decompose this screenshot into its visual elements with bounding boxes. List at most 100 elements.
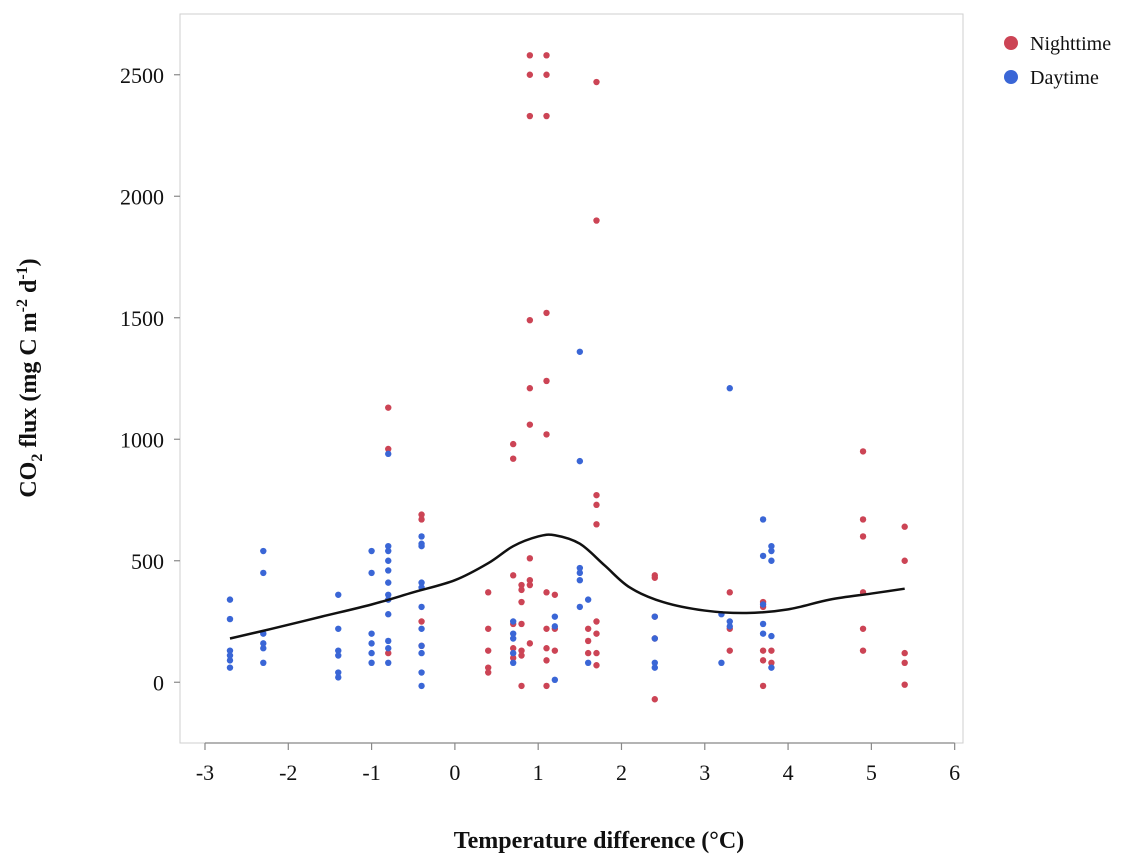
point-nighttime: [543, 309, 550, 317]
point-daytime: [759, 552, 767, 560]
legend-marker-nighttime: [1004, 36, 1018, 50]
point-nighttime: [593, 78, 600, 86]
point-daytime: [759, 601, 767, 608]
point-daytime: [418, 669, 425, 676]
point-daytime: [385, 450, 392, 458]
point-nighttime: [526, 421, 534, 428]
point-nighttime: [418, 618, 425, 625]
point-daytime: [226, 664, 234, 671]
point-daytime: [418, 625, 425, 632]
legend-label-daytime: Daytime: [1030, 67, 1099, 89]
point-nighttime: [584, 625, 592, 632]
point-nighttime: [526, 52, 534, 59]
point-daytime: [418, 642, 425, 649]
point-daytime: [260, 659, 267, 667]
point-nighttime: [651, 574, 658, 581]
point-daytime: [335, 652, 342, 659]
point-daytime: [551, 623, 559, 630]
point-daytime: [418, 649, 425, 657]
point-nighttime: [859, 625, 867, 632]
y-tick-label: 2500: [120, 63, 164, 88]
point-daytime: [385, 637, 392, 645]
point-daytime: [576, 457, 584, 465]
point-nighttime: [551, 647, 559, 654]
point-nighttime: [385, 445, 392, 453]
point-nighttime: [526, 581, 534, 589]
point-nighttime: [901, 557, 908, 564]
point-nighttime: [859, 448, 867, 455]
point-nighttime: [526, 385, 534, 392]
point-daytime: [335, 647, 342, 654]
x-tick-label: 3: [699, 760, 710, 785]
y-tick-label: 1000: [120, 427, 164, 452]
point-nighttime: [543, 71, 550, 78]
point-nighttime: [543, 377, 550, 385]
point-daytime: [509, 630, 517, 637]
point-daytime: [551, 613, 559, 620]
point-daytime: [335, 591, 342, 598]
point-nighttime: [518, 647, 525, 654]
point-nighttime: [543, 431, 550, 438]
point-nighttime: [593, 491, 600, 499]
point-nighttime: [768, 647, 775, 654]
point-nighttime: [543, 112, 550, 120]
point-daytime: [726, 623, 733, 630]
point-daytime: [385, 579, 392, 586]
point-nighttime: [526, 555, 534, 562]
point-nighttime: [726, 589, 733, 596]
x-tick-label: 1: [533, 760, 544, 785]
point-nighttime: [509, 455, 517, 462]
x-tick-label: 6: [949, 760, 960, 785]
point-nighttime: [584, 649, 592, 657]
point-nighttime: [901, 659, 908, 667]
legend-label-nighttime: Nighttime: [1030, 33, 1111, 55]
x-tick-label: -3: [196, 760, 214, 785]
point-nighttime: [518, 620, 525, 628]
point-nighttime: [543, 52, 550, 59]
point-daytime: [576, 348, 584, 355]
x-tick-label: 5: [866, 760, 877, 785]
point-daytime: [385, 645, 392, 652]
legend-marker-daytime: [1004, 70, 1018, 84]
point-daytime: [584, 596, 592, 603]
point-nighttime: [593, 521, 600, 528]
point-nighttime: [526, 316, 534, 324]
point-nighttime: [418, 516, 425, 523]
point-daytime: [226, 647, 234, 654]
point-daytime: [418, 579, 425, 586]
point-daytime: [509, 635, 517, 642]
point-nighttime: [584, 637, 592, 645]
point-daytime: [551, 676, 559, 684]
point-daytime: [651, 659, 658, 667]
point-nighttime: [509, 440, 517, 448]
point-daytime: [768, 664, 775, 671]
point-daytime: [385, 557, 392, 564]
x-axis-title: Temperature difference (°C): [454, 828, 744, 854]
point-daytime: [759, 620, 767, 628]
point-nighttime: [518, 581, 525, 589]
point-daytime: [651, 635, 658, 642]
point-daytime: [335, 669, 342, 676]
point-nighttime: [551, 591, 559, 598]
point-daytime: [226, 596, 234, 603]
point-nighttime: [768, 659, 775, 667]
point-nighttime: [485, 625, 492, 632]
point-daytime: [260, 547, 267, 555]
point-nighttime: [418, 511, 425, 518]
point-daytime: [759, 516, 767, 523]
x-tick-label: 0: [449, 760, 460, 785]
point-daytime: [368, 649, 375, 657]
point-daytime: [768, 557, 775, 564]
point-daytime: [726, 385, 733, 392]
point-nighttime: [543, 625, 550, 632]
point-nighttime: [593, 501, 600, 509]
point-daytime: [768, 547, 775, 555]
point-daytime: [368, 569, 375, 577]
point-daytime: [759, 630, 767, 637]
point-daytime: [576, 576, 584, 584]
point-nighttime: [859, 516, 867, 523]
point-daytime: [368, 547, 375, 555]
point-nighttime: [518, 652, 525, 659]
point-nighttime: [543, 645, 550, 652]
